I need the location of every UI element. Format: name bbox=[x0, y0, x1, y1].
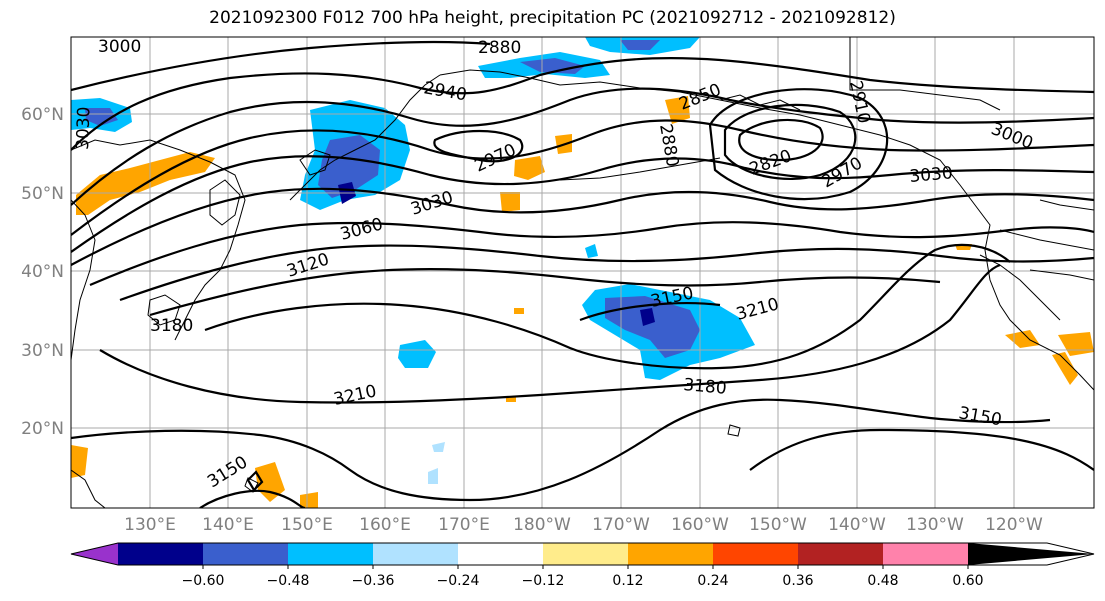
contour-label: 2880 bbox=[478, 38, 521, 58]
colorbar-tick-label: −0.24 bbox=[437, 573, 480, 589]
contour-label: 3030 bbox=[909, 163, 954, 187]
contour-label: 3000 bbox=[98, 37, 141, 57]
latitude-labels: 60°N 50°N 40°N 30°N 20°N bbox=[21, 105, 64, 439]
wet-area-bering-core bbox=[520, 58, 585, 74]
lat-label: 40°N bbox=[21, 262, 64, 282]
lon-label: 170°W bbox=[592, 515, 650, 535]
dry-spot bbox=[300, 492, 318, 508]
dry-spot bbox=[71, 445, 88, 478]
colorbar-segment bbox=[883, 543, 968, 565]
colorbar-tick-label: −0.12 bbox=[522, 573, 565, 589]
colorbar-segment bbox=[543, 543, 628, 565]
map-title: 2021092300 F012 700 hPa height, precipit… bbox=[209, 8, 896, 28]
colorbar-tick-label: 0.36 bbox=[782, 573, 813, 589]
lon-label: 160°E bbox=[359, 515, 411, 535]
lon-label: 170°E bbox=[438, 515, 490, 535]
colorbar-tick-label: 0.48 bbox=[867, 573, 898, 589]
wet-area-central-pacific-max bbox=[640, 308, 655, 326]
colorbar-segment bbox=[798, 543, 883, 565]
wet-spot bbox=[585, 244, 598, 258]
dry-spot bbox=[500, 192, 520, 212]
wet-area-kamchatka-core bbox=[318, 135, 380, 198]
dry-spot bbox=[514, 308, 524, 314]
contour-label: 3180 bbox=[683, 375, 728, 399]
lon-label: 180°W bbox=[513, 515, 571, 535]
lat-label: 30°N bbox=[21, 341, 64, 361]
contour-label: 3030 bbox=[73, 106, 94, 150]
colorbar-max-extend bbox=[968, 543, 1094, 565]
contour-label: 3180 bbox=[150, 316, 193, 336]
wet-area-central-pacific-core bbox=[605, 296, 700, 358]
lat-label: 50°N bbox=[21, 184, 64, 204]
graticule bbox=[71, 37, 1094, 508]
longitude-labels: 130°E 140°E 150°E 160°E 170°E 180°W 170°… bbox=[124, 515, 1043, 535]
lon-label: 130°W bbox=[906, 515, 964, 535]
height-contours bbox=[71, 40, 1094, 508]
colorbar-tick-label: −0.60 bbox=[182, 573, 225, 589]
colorbar-segment bbox=[203, 543, 288, 565]
colorbar-segment bbox=[118, 543, 203, 565]
wet-spot bbox=[428, 468, 438, 484]
lat-label: 60°N bbox=[21, 105, 64, 125]
lat-label: 20°N bbox=[21, 419, 64, 439]
colorbar-min-extend bbox=[71, 543, 118, 565]
colorbar: −0.60 −0.48 −0.36 −0.24 −0.12 0.12 0.24 … bbox=[70, 542, 1095, 589]
map-frame bbox=[70, 36, 1095, 509]
lon-label: 130°E bbox=[124, 515, 176, 535]
lon-label: 140°E bbox=[202, 515, 254, 535]
dry-spot bbox=[506, 397, 516, 402]
wet-area-alaska-core bbox=[620, 40, 660, 50]
lon-label: 140°W bbox=[828, 515, 886, 535]
colorbar-segment bbox=[713, 543, 798, 565]
colorbar-outline bbox=[70, 542, 1095, 566]
colorbar-tick-label: 0.12 bbox=[612, 573, 643, 589]
lon-label: 120°W bbox=[985, 515, 1043, 535]
colorbar-tick-label: −0.48 bbox=[267, 573, 310, 589]
map-background bbox=[71, 37, 1094, 508]
colorbar-segment bbox=[288, 543, 373, 565]
lon-label: 160°W bbox=[671, 515, 729, 535]
colorbar-segment bbox=[628, 543, 713, 565]
lon-label: 150°W bbox=[749, 515, 807, 535]
colorbar-segment bbox=[373, 543, 458, 565]
colorbar-segment bbox=[458, 543, 543, 565]
dry-spot bbox=[1052, 352, 1078, 385]
wet-area-nw-corner-core bbox=[85, 108, 118, 126]
wet-spot bbox=[432, 442, 445, 452]
colorbar-tick-label: −0.36 bbox=[352, 573, 395, 589]
wet-area-subtropical bbox=[398, 340, 436, 368]
lon-label: 150°E bbox=[281, 515, 333, 535]
colorbar-tick-label: 0.24 bbox=[697, 573, 728, 589]
dry-spot bbox=[514, 156, 545, 180]
dry-spot bbox=[665, 96, 690, 124]
colorbar-tick-label: 0.60 bbox=[952, 573, 983, 589]
